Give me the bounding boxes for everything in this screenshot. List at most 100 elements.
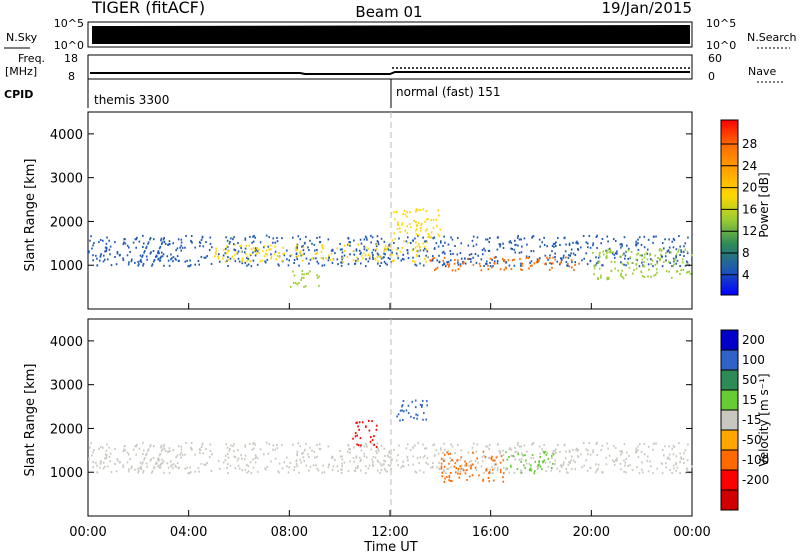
power-cell: [164, 242, 167, 245]
power-cell: [635, 263, 637, 266]
power-cell: [142, 242, 145, 245]
power-cell: [296, 255, 298, 258]
velocity-cell: [596, 441, 598, 444]
velocity-cell: [445, 475, 448, 478]
power-cell: [160, 239, 162, 242]
velocity-cell: [356, 421, 358, 424]
power-cell: [355, 259, 357, 262]
power-cell: [226, 239, 229, 242]
power-cell: [671, 240, 674, 243]
power-cell: [265, 252, 267, 255]
velocity-cell: [296, 465, 298, 468]
power-band: [213, 243, 429, 263]
power-cell: [450, 236, 452, 239]
velocity-cell: [149, 443, 152, 446]
power-cell: [614, 252, 617, 255]
velocity-cell: [631, 469, 634, 472]
velocity-cell: [456, 459, 458, 462]
power-cell: [571, 261, 573, 264]
power-cell: [143, 250, 146, 253]
velocity-cell: [444, 477, 446, 480]
power-cell: [397, 221, 399, 224]
beam-label: Beam 01: [355, 3, 422, 21]
velocity-cell: [509, 447, 512, 450]
velocity-cell: [406, 459, 409, 462]
power-cell: [301, 276, 303, 279]
velocity-cell: [586, 449, 589, 452]
power-cell: [318, 236, 321, 239]
velocity-cell: [139, 467, 141, 470]
velocity-cell: [588, 442, 591, 445]
power-cell: [224, 247, 227, 250]
power-cell: [287, 264, 290, 267]
velocity-cell: [452, 459, 454, 462]
velocity-y-tick-label: 1000: [50, 466, 83, 481]
power-cell: [323, 264, 326, 267]
velocity-cell: [353, 446, 355, 449]
velocity-cell: [661, 449, 664, 452]
velocity-cell: [612, 445, 615, 448]
power-cell: [520, 268, 522, 271]
power-cell: [250, 248, 253, 251]
nsky-label: N.Sky: [6, 31, 38, 44]
power-cell: [637, 238, 639, 241]
power-cell: [686, 261, 689, 264]
velocity-cell: [541, 448, 543, 451]
power-cell: [650, 275, 652, 278]
velocity-cell: [463, 464, 466, 467]
power-cell: [375, 248, 378, 251]
velocity-cell: [506, 458, 509, 461]
cpid-mode-2: normal (fast) 151: [396, 85, 500, 99]
velocity-cell: [502, 472, 505, 475]
power-cell: [443, 235, 445, 238]
velocity-cell: [137, 471, 140, 474]
power-cell: [430, 219, 432, 222]
power-cell: [301, 254, 304, 257]
power-cell: [307, 246, 309, 249]
velocity-cell: [136, 443, 138, 446]
power-cell: [554, 252, 557, 255]
power-cell: [614, 261, 616, 264]
power-y-tick-label: 4000: [50, 128, 83, 143]
power-cell: [347, 237, 350, 240]
velocity-cell: [340, 468, 342, 471]
power-cell: [396, 254, 399, 257]
velocity-cell: [454, 462, 457, 465]
velocity-cell: [175, 465, 177, 468]
power-cell: [372, 254, 374, 257]
velocity-cell: [444, 459, 446, 462]
power-cell: [433, 269, 436, 272]
power-cell: [209, 236, 212, 239]
velocity-cell: [668, 445, 670, 448]
velocity-cell: [172, 463, 175, 466]
power-cell: [247, 263, 250, 266]
velocity-cell: [636, 466, 638, 469]
power-cell: [162, 238, 165, 241]
power-cell: [663, 261, 665, 264]
power-cell: [574, 254, 577, 257]
velocity-cell: [224, 459, 227, 462]
power-cell: [613, 253, 616, 256]
velocity-cell: [517, 453, 520, 456]
velocity-cell: [315, 464, 317, 467]
power-cell: [624, 254, 627, 257]
power-cell: [349, 244, 351, 247]
power-cell: [249, 253, 251, 256]
velocity-cell: [228, 449, 231, 452]
power-cell: [562, 256, 565, 259]
power-cell: [606, 250, 608, 253]
velocity-cell: [149, 459, 152, 462]
power-cell: [423, 245, 426, 248]
power-cell: [657, 256, 659, 259]
velocity-cell: [625, 451, 628, 454]
power-cell: [474, 253, 477, 256]
power-cell: [237, 242, 239, 245]
velocity-cell: [210, 469, 213, 472]
velocity-cell: [438, 461, 440, 464]
velocity-cell: [451, 445, 454, 448]
velocity-cell: [92, 466, 94, 469]
velocity-cell: [686, 459, 689, 462]
power-cell: [272, 241, 274, 244]
power-cell: [289, 254, 292, 257]
